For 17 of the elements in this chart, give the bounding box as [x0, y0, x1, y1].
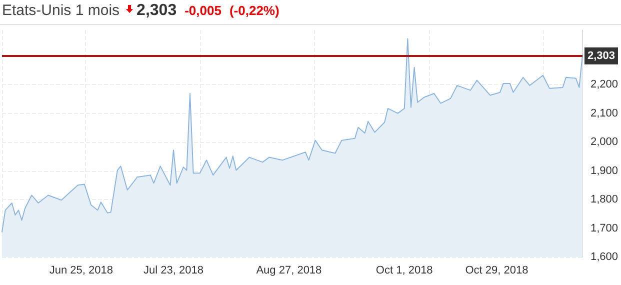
x-tick-label: Oct 1, 2018: [376, 264, 433, 276]
chart-title: Etats-Unis 1 mois: [2, 2, 120, 19]
text: (-0,22%): [229, 3, 280, 18]
y-tick-label: 1,700: [590, 222, 618, 234]
x-tick-label: Oct 29, 2018: [465, 264, 528, 276]
y-tick-label: 1,800: [590, 194, 618, 206]
ref-line-label: 2,303: [587, 50, 616, 62]
y-tick-label: 1,900: [590, 164, 618, 177]
text: -0,005: [184, 3, 222, 18]
y-tick-label: 2,200: [590, 78, 618, 91]
y-tick-label: 1,600: [590, 251, 618, 263]
x-tick-label: Jul 23, 2018: [144, 264, 204, 276]
text: 2,303: [136, 2, 177, 19]
x-tick-label: Jun 25, 2018: [49, 264, 113, 276]
y-tick-label: 2,000: [590, 136, 618, 148]
y-tick-label: 2,100: [590, 107, 618, 120]
x-tick-label: Aug 27, 2018: [256, 264, 322, 276]
